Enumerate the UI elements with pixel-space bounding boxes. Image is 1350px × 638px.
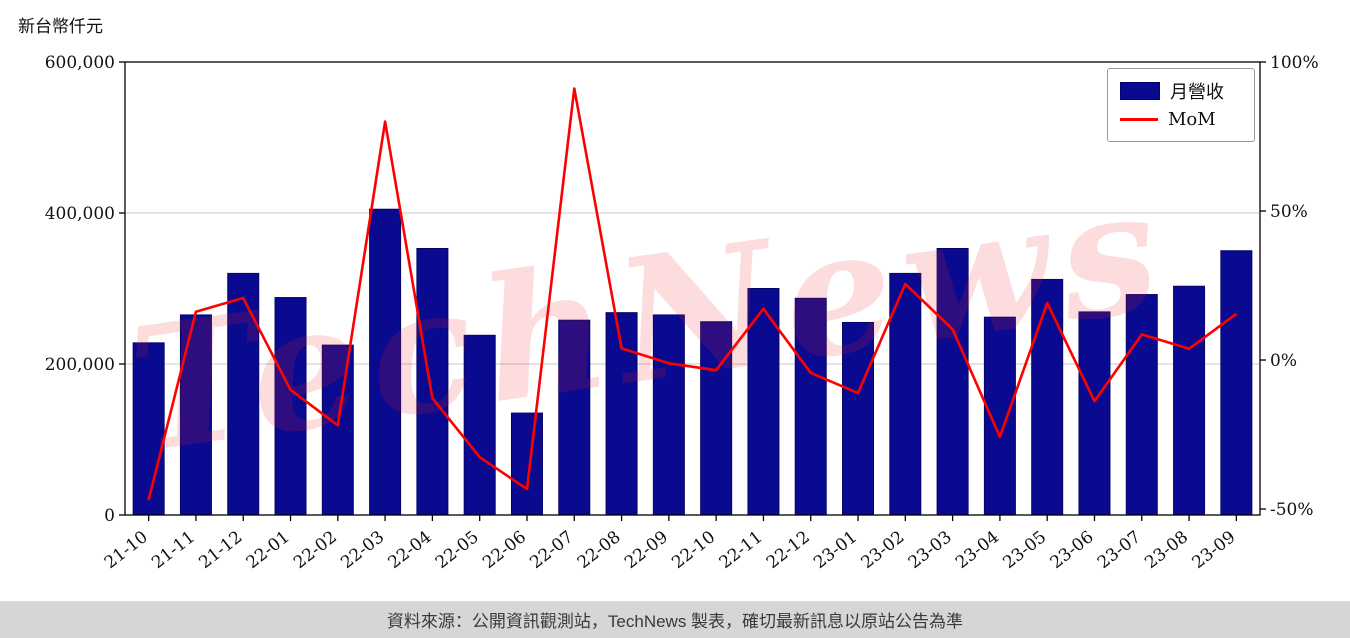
x-axis-tick-label: 22-10 (668, 527, 719, 573)
y-axis-right-tick-label: -50% (1270, 500, 1314, 520)
legend-item-mom: MoM (1120, 105, 1242, 133)
revenue-bar (1078, 311, 1111, 516)
x-axis-tick-label: 22-11 (716, 527, 767, 573)
axis-unit-label: 新台幣仟元 (18, 17, 103, 37)
revenue-bar (227, 272, 260, 516)
x-axis-tick-label: 22-03 (337, 527, 388, 573)
x-axis-tick-label: 23-01 (810, 527, 861, 573)
y-axis-right-tick-label: 50% (1270, 202, 1308, 222)
revenue-bar (983, 316, 1016, 516)
plot-border (124, 61, 1261, 516)
chart-canvas: 0 200,000 400,000 600,000 -50% 0% 50% 100% 21-10… (45, 53, 1319, 573)
x-axis-tick-label: 22-06 (479, 527, 530, 573)
mom-line (147, 87, 1238, 501)
y-axis-left-tick-label: 200,000 (45, 355, 115, 375)
revenue-bar (179, 314, 212, 516)
x-axis-tick-label: 23-09 (1188, 527, 1239, 573)
revenue-bar (842, 321, 875, 516)
legend-item-revenue: 月營收 (1120, 77, 1242, 105)
revenue-bar (889, 272, 922, 516)
x-axis-tick-label: 22-08 (574, 527, 625, 573)
revenue-bar (1220, 250, 1253, 516)
revenue-bar (510, 412, 543, 516)
legend-mom-label: MoM (1168, 108, 1216, 130)
x-axis-tick-label: 22-07 (526, 527, 577, 573)
revenue-bar (558, 319, 591, 516)
x-axis-tick-label: 22-01 (243, 527, 294, 573)
revenue-bar (321, 344, 354, 516)
revenue-bar (132, 342, 165, 516)
revenue-bar (652, 314, 685, 516)
x-axis-tick-label: 23-03 (905, 527, 956, 573)
x-axis-tick-label: 23-06 (1047, 527, 1098, 573)
x-axis-tick-label: 21-11 (148, 527, 199, 573)
x-axis-tick-label: 21-10 (101, 527, 152, 573)
revenue-bar (1173, 285, 1206, 516)
x-axis-tick-label: 22-02 (290, 527, 341, 573)
x-axis-tick-label: 23-08 (1141, 527, 1192, 573)
y-axis-right-tick-label: 100% (1270, 53, 1319, 73)
source-footer: 資料來源：公開資訊觀測站，TechNews 製表，確切最新訊息以原站公告為準 (0, 601, 1350, 638)
x-axis-tick-label: 22-09 (621, 527, 672, 573)
revenue-bar (700, 321, 733, 516)
revenue-bar (794, 297, 827, 516)
x-axis-tick-label: 23-05 (999, 527, 1050, 573)
x-axis-tick-label: 23-02 (857, 527, 908, 573)
revenue-bar (1031, 278, 1064, 516)
x-axis-tick-label: 21-12 (195, 527, 246, 573)
x-axis-tick-label: 22-05 (432, 527, 483, 573)
y-axis-left-tick-label: 600,000 (45, 53, 115, 73)
y-axis-left-tick-label: 400,000 (45, 204, 115, 224)
revenue-bar (369, 208, 402, 516)
x-axis-tick-label: 23-04 (952, 527, 1003, 573)
source-footer-text: 資料來源：公開資訊觀測站，TechNews 製表，確切最新訊息以原站公告為準 (386, 612, 964, 631)
chart-legend: 月營收 MoM (1107, 68, 1255, 142)
revenue-bar (274, 297, 307, 516)
mom-line-swatch (1120, 117, 1158, 121)
revenue-bar (936, 247, 969, 516)
revenue-bar (416, 247, 449, 516)
revenue-bar (1125, 294, 1158, 516)
revenue-chart: 0 200,000 400,000 600,000 -50% 0% 50% 100% 21-10… (45, 53, 1319, 573)
y-axis-left-tick-label: 0 (104, 506, 115, 526)
revenue-bar (747, 288, 780, 516)
x-axis-tick-label: 22-04 (385, 527, 436, 573)
y-axis-right-tick-label: 0% (1270, 351, 1297, 371)
revenue-bar (463, 334, 496, 516)
legend-revenue-label: 月營收 (1170, 82, 1224, 103)
x-axis-tick-label: 23-07 (1094, 527, 1145, 573)
revenue-bar-swatch (1120, 82, 1160, 100)
x-axis-tick-label: 22-12 (763, 527, 814, 573)
